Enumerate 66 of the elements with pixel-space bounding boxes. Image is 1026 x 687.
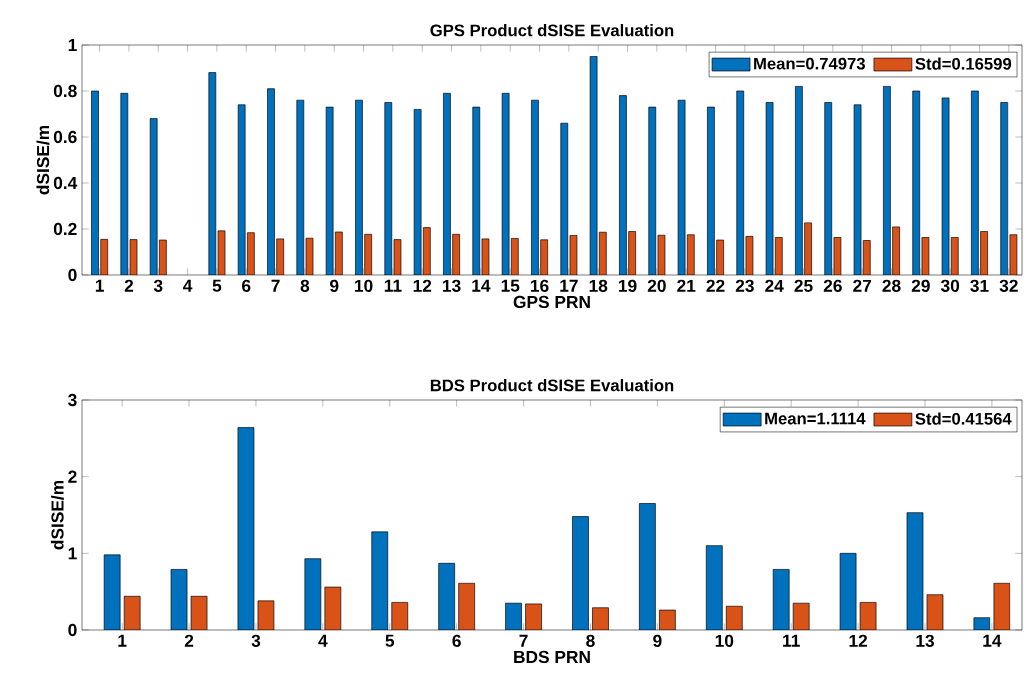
x-tick-label: 28 xyxy=(882,279,901,292)
x-tick-label: 11 xyxy=(384,279,402,292)
x-tick-label: 10 xyxy=(355,279,373,292)
x-tick-label: 3 xyxy=(251,634,261,647)
x-tick-label: 7 xyxy=(519,634,528,647)
legend-label: Std=0.41564 xyxy=(915,412,1012,425)
y-tick-label: 3 xyxy=(68,393,77,407)
legend-label: Mean=1.1114 xyxy=(765,412,866,425)
x-tick-label: 30 xyxy=(940,279,960,292)
x-tick-label: 1 xyxy=(118,634,127,647)
y-axis-title: dSISE/m xyxy=(50,480,64,550)
x-tick-label: 32 xyxy=(999,279,1018,292)
y-tick-label: 2 xyxy=(68,470,77,483)
x-tick-label: 9 xyxy=(653,634,662,647)
y-tick-label: 0.2 xyxy=(53,222,77,236)
chart-title: GPS Product dSISE Evaluation xyxy=(430,24,674,37)
x-tick-label: 18 xyxy=(589,279,608,292)
x-tick-label: 15 xyxy=(501,279,520,292)
x-tick-label: 9 xyxy=(330,279,339,292)
x-tick-label: 14 xyxy=(983,634,1002,647)
x-tick-label: 27 xyxy=(853,279,872,292)
x-tick-label: 8 xyxy=(300,279,310,292)
x-tick-label: 17 xyxy=(560,279,578,292)
y-axis-title: dSISE/m xyxy=(36,125,50,195)
y-tick-label: 0.4 xyxy=(53,176,78,190)
x-tick-label: 2 xyxy=(184,634,194,647)
x-tick-label: 6 xyxy=(242,279,251,292)
y-tick-label: 0.6 xyxy=(53,130,77,144)
x-tick-label: 1 xyxy=(95,279,104,292)
x-tick-label: 10 xyxy=(715,634,734,647)
y-tick-label: 1 xyxy=(68,547,77,560)
x-tick-label: 11 xyxy=(783,634,800,647)
x-tick-label: 31 xyxy=(970,279,989,292)
x-tick-label: 13 xyxy=(916,634,934,647)
x-tick-label: 16 xyxy=(530,279,549,292)
x-tick-label: 8 xyxy=(586,634,595,647)
x-tick-label: 3 xyxy=(153,279,163,292)
x-tick-label: 4 xyxy=(318,634,328,647)
legend-label: Mean=0.74973 xyxy=(754,57,865,70)
x-tick-label: 6 xyxy=(452,634,461,647)
x-tick-label: 20 xyxy=(647,279,666,292)
x-tick-label: 19 xyxy=(618,279,637,292)
x-axis-title: BDS PRN xyxy=(514,650,590,664)
y-tick-label: 0.8 xyxy=(53,84,77,98)
x-tick-label: 22 xyxy=(706,279,725,292)
y-tick-label: 0 xyxy=(68,268,77,282)
x-tick-label: 7 xyxy=(271,279,280,292)
x-tick-label: 24 xyxy=(765,279,784,292)
x-tick-label: 21 xyxy=(677,279,696,292)
legend-label: Std=0.16599 xyxy=(915,57,1012,70)
x-tick-label: 4 xyxy=(183,279,193,292)
x-tick-label: 29 xyxy=(911,279,930,292)
x-tick-label: 26 xyxy=(823,279,842,292)
x-tick-label: 2 xyxy=(124,279,134,292)
chart-title: BDS Product dSISE Evaluation xyxy=(430,379,674,392)
x-tick-label: 5 xyxy=(385,634,395,647)
x-tick-label: 25 xyxy=(794,279,813,292)
x-tick-label: 14 xyxy=(472,279,491,292)
x-tick-label: 13 xyxy=(443,279,461,292)
x-tick-label: 12 xyxy=(413,279,432,292)
y-tick-label: 1 xyxy=(68,39,77,51)
x-tick-label: 23 xyxy=(735,279,754,292)
y-tick-label: 0 xyxy=(68,623,77,637)
x-axis-title: GPS PRN xyxy=(513,295,590,309)
x-tick-label: 12 xyxy=(849,634,868,647)
x-tick-label: 5 xyxy=(212,279,222,292)
